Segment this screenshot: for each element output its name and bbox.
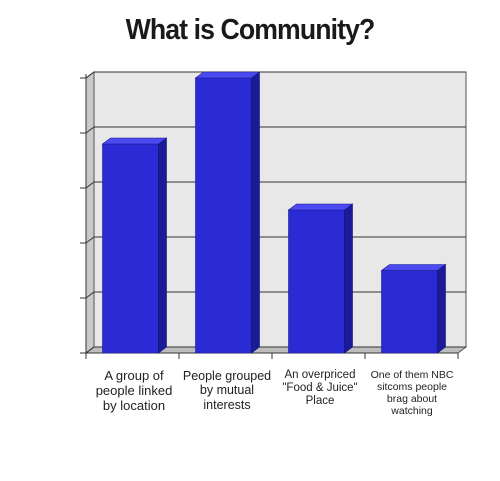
- category-label: People grouped by mutual interests: [182, 369, 272, 412]
- bar-top: [287, 203, 354, 211]
- category-label: An overpriced "Food & Juice" Place: [282, 369, 358, 408]
- bar-side: [437, 263, 446, 354]
- bar: [381, 270, 438, 354]
- bar-side: [344, 203, 353, 354]
- bar: [288, 209, 345, 354]
- gridline: [85, 181, 466, 189]
- bar: [102, 143, 159, 354]
- chart-title: What is Community?: [125, 14, 376, 46]
- bar: [195, 77, 252, 354]
- bar-top: [380, 264, 447, 271]
- bar-side: [158, 137, 167, 354]
- category-label: One of them NBC sitcoms people brag abou…: [370, 369, 454, 418]
- side-wall: [85, 71, 95, 354]
- bar-side: [251, 71, 260, 354]
- bar-top: [194, 71, 261, 79]
- bar-top: [101, 137, 168, 145]
- category-label: A group of people linked by location: [95, 368, 173, 413]
- gridline: [85, 126, 466, 134]
- gridline: [85, 71, 466, 79]
